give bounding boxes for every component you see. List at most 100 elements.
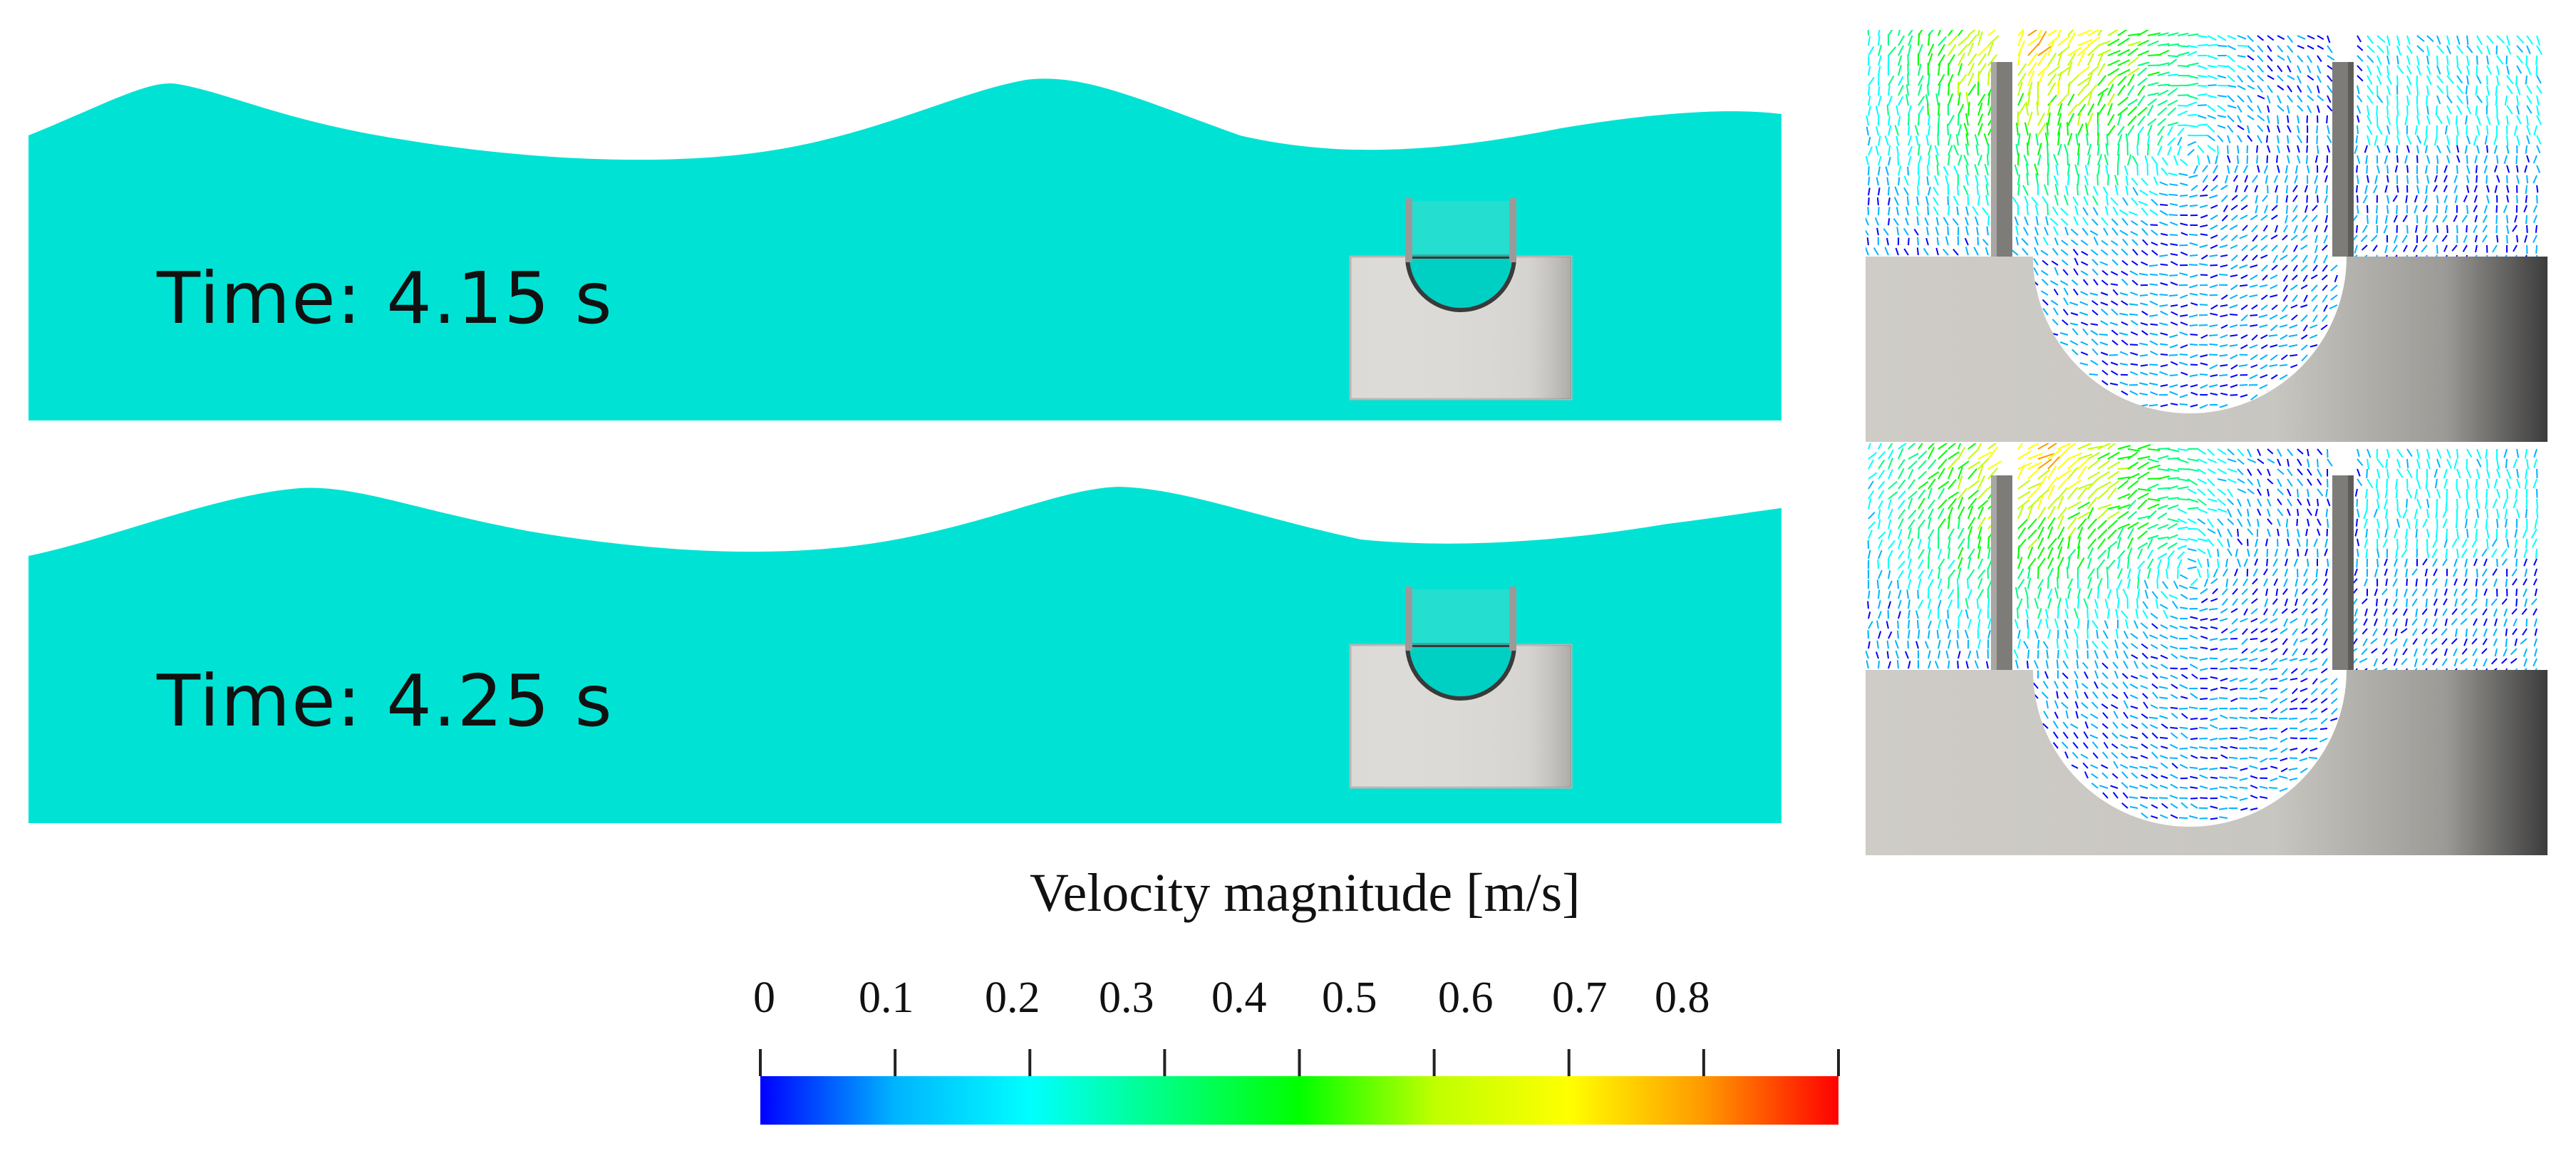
velocity-vector: [2396, 448, 2404, 458]
velocity-vector: [1957, 73, 1967, 86]
velocity-vector: [2270, 284, 2278, 289]
velocity-vector: [2187, 478, 2198, 486]
velocity-vector: [2063, 691, 2069, 699]
velocity-vector: [2220, 628, 2228, 634]
velocity-vector: [2277, 538, 2279, 547]
velocity-vector: [1868, 480, 1874, 490]
velocity-vector: [2200, 224, 2208, 228]
velocity-vector: [2067, 549, 2076, 559]
velocity-vector: [2137, 488, 2151, 492]
velocity-vector: [2297, 75, 2302, 84]
velocity-vector: [2047, 101, 2052, 116]
velocity-vector: [1967, 537, 1970, 549]
velocity-vector: [2247, 55, 2255, 61]
velocity-vector: [2321, 274, 2328, 281]
colorbar-tick-label: 0.4: [1211, 974, 1267, 1022]
velocity-vector: [2210, 724, 2218, 729]
velocity-vector: [2300, 234, 2308, 242]
velocity-vector: [2506, 75, 2514, 85]
velocity-vector: [2189, 664, 2198, 669]
velocity-vector: [1934, 175, 1939, 186]
velocity-vector: [2227, 165, 2230, 174]
velocity-vector: [2141, 177, 2148, 186]
velocity-vector: [2173, 155, 2178, 166]
velocity-vector: [2317, 518, 2322, 526]
velocity-vector: [1947, 537, 1951, 549]
velocity-vector: [2280, 254, 2288, 261]
velocity-vector: [2200, 274, 2208, 276]
velocity-vector: [1938, 43, 1945, 56]
velocity-vector: [2327, 498, 2331, 507]
velocity-vector: [2432, 558, 2438, 567]
velocity-vector: [1975, 175, 1979, 186]
velocity-vector: [2501, 558, 2508, 566]
velocity-vector: [2101, 703, 2109, 709]
velocity-vector: [2210, 215, 2218, 220]
velocity-vector: [2536, 498, 2538, 510]
velocity-vector: [1938, 589, 1943, 599]
velocity-vector: [2187, 51, 2198, 56]
velocity-vector: [2492, 568, 2498, 576]
velocity-vector: [2424, 224, 2428, 234]
velocity-vector: [2144, 155, 2148, 166]
colorbar-tick-label: 0.1: [859, 974, 914, 1022]
velocity-vector: [2476, 125, 2481, 136]
velocity-vector: [2516, 35, 2525, 44]
velocity-vector: [2147, 135, 2151, 146]
velocity-vector: [2127, 578, 2131, 589]
velocity-vector: [2516, 165, 2519, 173]
velocity-vector: [2230, 215, 2238, 221]
velocity-vector: [2135, 609, 2138, 619]
velocity-vector: [2149, 273, 2158, 276]
velocity-vector: [2197, 43, 2208, 46]
velocity-vector: [2247, 548, 2250, 557]
velocity-vector: [2200, 254, 2208, 260]
velocity-vector: [2241, 588, 2248, 595]
velocity-vector: [2314, 185, 2318, 194]
velocity-vector: [2324, 224, 2328, 233]
velocity-vector: [2101, 239, 2109, 246]
velocity-vector: [2037, 566, 2039, 579]
device-chamber: [1405, 643, 1517, 701]
velocity-vector: [2217, 105, 2226, 112]
velocity-vector: [2092, 691, 2099, 699]
velocity-vector: [2282, 284, 2288, 292]
velocity-vector: [2436, 75, 2443, 83]
velocity-vector: [2087, 497, 2098, 510]
velocity-vector: [2104, 206, 2109, 216]
velocity-vector: [2147, 40, 2159, 46]
velocity-vector: [2307, 65, 2312, 73]
velocity-vector: [2303, 294, 2308, 303]
velocity-vector: [2270, 294, 2278, 298]
velocity-vector: [2177, 538, 2188, 541]
velocity-vector: [2249, 294, 2258, 298]
velocity-vector: [2097, 481, 2111, 490]
velocity-vector: [2037, 31, 2047, 46]
velocity-vector: [2281, 608, 2288, 614]
velocity-vector: [2064, 639, 2069, 649]
velocity-vector: [2067, 163, 2071, 176]
velocity-vector: [2057, 515, 2064, 530]
velocity-vector: [2131, 675, 2138, 679]
velocity-vector: [2304, 205, 2308, 213]
velocity-vector: [2392, 578, 2398, 587]
velocity-vector: [2292, 628, 2298, 636]
velocity-vector: [2101, 640, 2109, 649]
velocity-vector: [2396, 105, 2399, 116]
velocity-vector: [2252, 578, 2258, 585]
velocity-vector: [2109, 354, 2119, 356]
velocity-vector: [2240, 768, 2248, 771]
velocity-vector: [2057, 132, 2061, 146]
velocity-vector: [2077, 598, 2080, 609]
velocity-vector: [2087, 487, 2099, 500]
velocity-vector: [2494, 648, 2498, 657]
velocity-vector: [2297, 35, 2306, 40]
velocity-vector: [2240, 274, 2248, 279]
velocity-vector: [2364, 608, 2368, 616]
velocity-vector: [2111, 370, 2119, 376]
velocity-vector: [2177, 478, 2190, 482]
velocity-vector: [2534, 628, 2538, 636]
velocity-vector: [2217, 498, 2226, 506]
velocity-vector: [2111, 773, 2119, 779]
velocity-vector: [2474, 234, 2478, 243]
